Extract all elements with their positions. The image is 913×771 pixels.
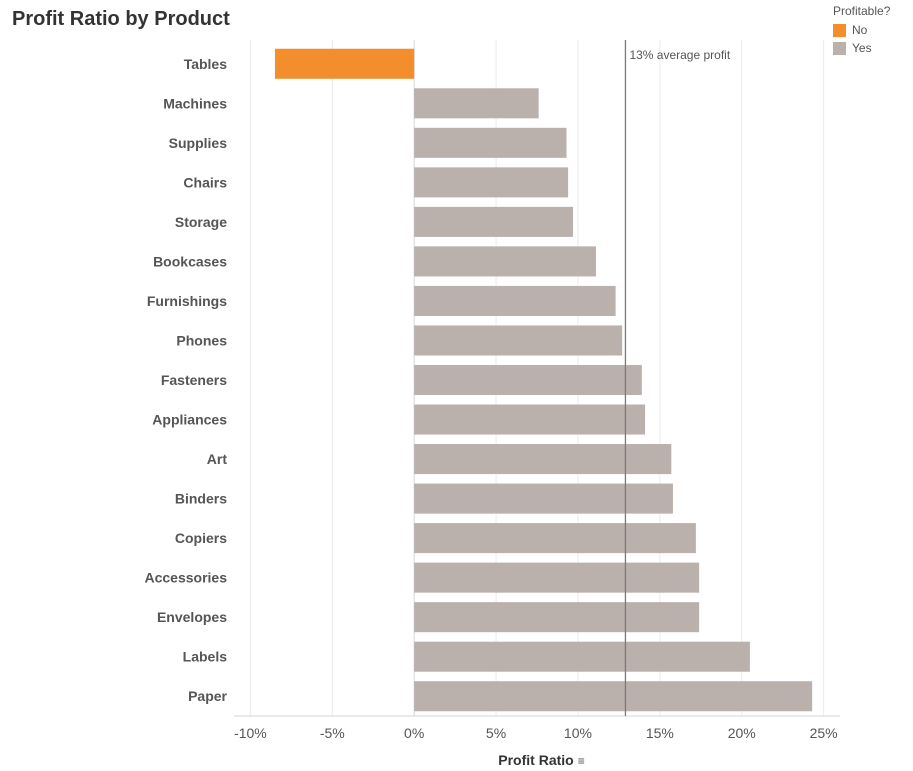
legend-label-yes: Yes (852, 41, 872, 55)
legend-swatch-no (833, 23, 846, 37)
reference-line-label: 13% average profit (629, 48, 730, 62)
bar-labels[interactable] (414, 641, 750, 672)
bar-fasteners[interactable] (414, 364, 642, 396)
bar-machines[interactable] (414, 88, 539, 119)
legend-label-no: No (852, 23, 868, 37)
x-tick-label-4: 10% (564, 725, 592, 741)
x-tick-label-1: -5% (320, 725, 345, 741)
category-label-supplies: Supplies (169, 135, 228, 151)
legend-swatch-yes (833, 41, 846, 55)
category-label-fasteners: Fasteners (161, 372, 227, 388)
bar-bookcases[interactable] (414, 246, 596, 277)
x-axis-title-text: Profit Ratio (498, 752, 574, 768)
x-tick-label-7: 25% (810, 725, 838, 741)
bar-envelopes[interactable] (414, 602, 700, 633)
category-label-furnishings: Furnishings (147, 293, 227, 309)
category-label-envelopes: Envelopes (157, 609, 227, 625)
category-label-copiers: Copiers (175, 530, 227, 546)
bar-tables[interactable] (274, 48, 415, 79)
category-label-chairs: Chairs (183, 174, 227, 190)
legend-title: Profitable? (833, 4, 891, 18)
bar-supplies[interactable] (414, 127, 567, 158)
category-label-tables: Tables (184, 56, 228, 72)
category-label-machines: Machines (163, 95, 227, 111)
x-tick-label-6: 20% (728, 725, 756, 741)
legend: Profitable? No Yes (833, 4, 890, 59)
x-tick-label-3: 5% (486, 725, 506, 741)
x-axis-title: Profit Ratio ≡ (0, 752, 913, 768)
x-tick-label-0: -10% (234, 725, 267, 741)
x-tick-label-2: 0% (404, 725, 424, 741)
category-label-binders: Binders (175, 491, 227, 507)
bar-appliances[interactable] (414, 404, 646, 435)
bar-accessories[interactable] (414, 562, 700, 593)
bar-phones[interactable] (414, 325, 623, 356)
bar-copiers[interactable] (414, 523, 696, 554)
category-label-accessories: Accessories (144, 570, 227, 586)
bar-furnishings[interactable] (414, 285, 616, 316)
category-label-art: Art (207, 451, 228, 467)
sort-icon[interactable]: ≡ (577, 754, 585, 768)
category-label-paper: Paper (188, 688, 227, 704)
chart-title: Profit Ratio by Product (12, 8, 230, 30)
bar-paper[interactable] (414, 681, 813, 712)
x-tick-label-5: 15% (646, 725, 674, 741)
bar-chairs[interactable] (414, 167, 569, 198)
bar-chart: Tables Machines Supplies Chairs Storage Bookc… (144, 40, 840, 741)
bar-binders[interactable] (414, 483, 673, 514)
category-label-storage: Storage (175, 214, 227, 230)
bar-storage[interactable] (414, 206, 574, 237)
category-label-phones: Phones (176, 332, 227, 348)
category-label-bookcases: Bookcases (153, 253, 227, 269)
legend-item-no[interactable]: No (833, 23, 890, 37)
category-label-appliances: Appliances (152, 412, 227, 428)
legend-item-yes[interactable]: Yes (833, 41, 890, 55)
category-label-labels: Labels (183, 649, 228, 665)
bar-art[interactable] (414, 444, 672, 475)
